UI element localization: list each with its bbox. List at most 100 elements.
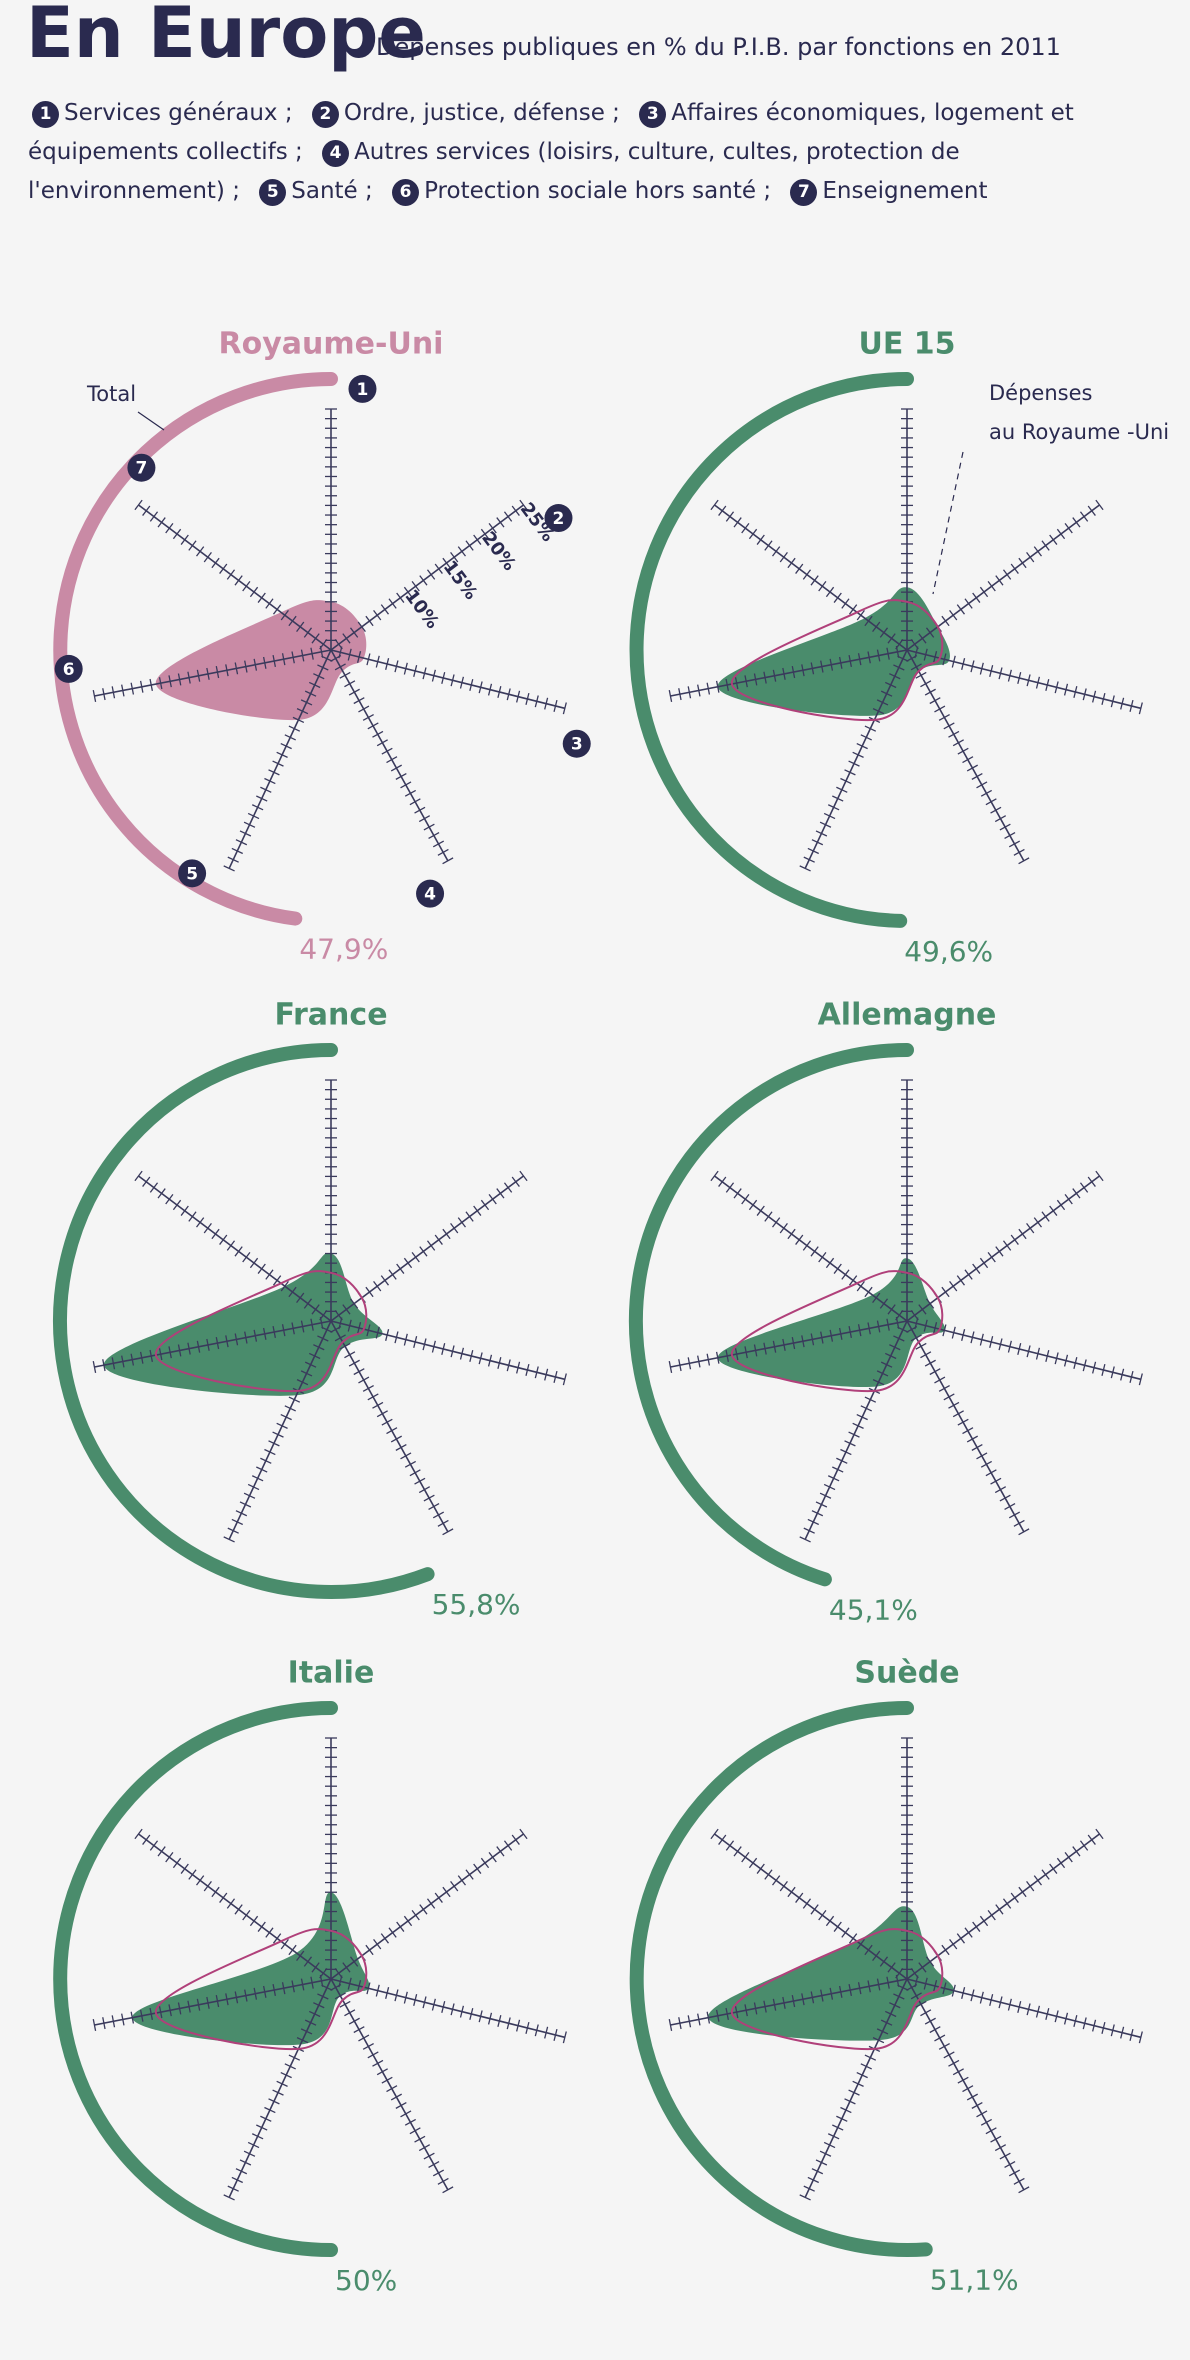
axis-tick (1138, 702, 1143, 715)
axis-tick (423, 1494, 435, 1502)
axis-tick (280, 610, 289, 621)
axis-tick (111, 1357, 116, 1370)
panel-title: Royaume-Uni (219, 327, 444, 362)
axis-tick (957, 747, 969, 755)
axis-tick (942, 1982, 947, 1995)
axis-tick (459, 2005, 465, 2018)
axis-tick (506, 688, 511, 701)
axis-tick (999, 823, 1011, 831)
axis-tick (1129, 1370, 1134, 1383)
axis-tick (92, 2018, 97, 2031)
axis-tick (1017, 2001, 1022, 2013)
axis-tick (442, 2186, 454, 2194)
axis-tick (725, 1182, 735, 1193)
axis-tick (488, 522, 497, 534)
axis-tick (265, 598, 274, 609)
axis-tick (168, 675, 172, 688)
axis-tick (234, 1246, 243, 1257)
axis-tick (211, 557, 220, 569)
axis-tick (422, 1996, 427, 2009)
axis-tick (319, 1968, 328, 1979)
axis-tick (215, 1337, 220, 1350)
total-label: 50% (335, 2264, 397, 2297)
axis-tick (872, 2037, 885, 2044)
axis-tick (856, 610, 865, 621)
axis-tick (1002, 1240, 1012, 1251)
reference-outline (154, 1928, 368, 2051)
axis-tick (687, 686, 692, 699)
axis-tick (932, 651, 938, 663)
axis-tick (856, 1281, 865, 1292)
axis-tick (432, 1511, 445, 1519)
axis-tick (989, 1336, 994, 1348)
axis-tick (544, 2026, 549, 2039)
axis-tick (130, 2011, 135, 2024)
axis-tick (459, 1347, 465, 1360)
axis-tick (357, 621, 366, 632)
axis-tick (465, 1869, 474, 1880)
legend-badge: 7 (790, 179, 818, 206)
axis-tick (188, 1869, 197, 1880)
axis-tick (349, 1956, 359, 1967)
axis-tick (753, 673, 758, 686)
axis-tick (437, 1519, 449, 1527)
axis-tick (280, 1413, 292, 1421)
axis-tick (234, 1904, 243, 1915)
axis-tick (678, 688, 682, 701)
axis-badge (178, 859, 207, 888)
axis-tick (511, 505, 520, 516)
axis-tick (121, 1355, 125, 1368)
axis-tick (848, 1326, 853, 1339)
axis-tick (876, 1370, 889, 1377)
axis-tick (810, 1904, 819, 1915)
axis-tick (515, 2019, 521, 2032)
axis-tick (366, 1324, 371, 1337)
axis-tick (242, 581, 251, 592)
axis-tick (924, 688, 936, 696)
axis-tick (380, 604, 390, 615)
axis-tick (710, 1170, 719, 1182)
axis-tick (375, 655, 380, 668)
axis-tick (515, 690, 521, 703)
axis-tick (288, 615, 297, 627)
axis-tick (265, 1269, 274, 1280)
axis-tick (1064, 522, 1073, 534)
axis-tick (396, 1263, 405, 1274)
axis-line (330, 1978, 449, 2191)
axis-tick (134, 1828, 143, 1840)
axis-tick (1013, 2177, 1025, 2185)
axis-tick (836, 2115, 848, 2122)
axis-tick (920, 680, 932, 688)
axis-tick (288, 1396, 301, 1403)
axis-tick (1004, 1503, 1016, 1510)
axis-tick (243, 2150, 256, 2157)
axis-tick (553, 1370, 558, 1383)
axis-tick (157, 1846, 166, 1857)
axis-tick (403, 1333, 408, 1346)
axis-tick (956, 1933, 966, 1944)
axis-tick (1041, 1211, 1050, 1222)
axis-tick (428, 1503, 440, 1510)
axis-tick (818, 581, 827, 592)
axis-tick (897, 1984, 909, 1991)
axis-tick (852, 2080, 864, 2087)
axis-tick (799, 865, 811, 872)
axis-tick (1035, 1347, 1041, 1360)
axis-tick (1072, 1846, 1081, 1857)
axis-tick (725, 511, 735, 522)
axis-tick (733, 1846, 742, 1857)
r-tick-label: 20% (477, 528, 520, 575)
axis-tick (142, 1176, 151, 1187)
axis-tick (823, 1483, 836, 1491)
axis-tick (938, 2042, 950, 2050)
axis-tick (1138, 2031, 1143, 2044)
axis-tick (303, 627, 313, 638)
axis-tick (348, 1359, 360, 1367)
axis-tick (952, 2068, 964, 2076)
axis-tick (431, 669, 436, 682)
axis-tick (925, 1956, 935, 1967)
axis-tick (934, 2034, 946, 2042)
axis-tick (1054, 1352, 1059, 1365)
reference-outline (730, 1270, 944, 1393)
